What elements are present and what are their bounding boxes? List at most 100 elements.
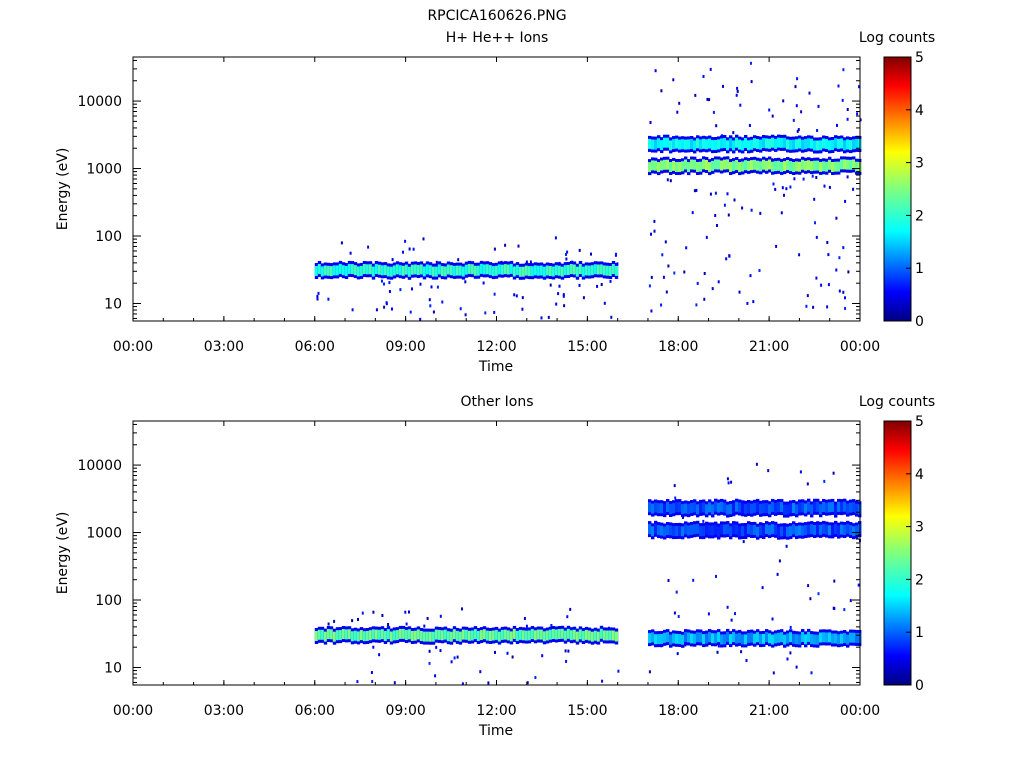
- band-cell: [572, 264, 577, 275]
- scatter-point: [662, 275, 665, 279]
- band-cell: [473, 629, 478, 640]
- band-cell: [506, 630, 511, 641]
- band-cell: [440, 266, 445, 277]
- band-cell: [410, 264, 415, 275]
- band-cell: [389, 266, 394, 277]
- band-cell: [729, 634, 733, 645]
- band-cell: [413, 264, 418, 275]
- band-cell: [557, 265, 562, 276]
- x-axis-label: Time: [478, 359, 513, 375]
- band-cell: [822, 523, 826, 534]
- scatter-point: [672, 78, 675, 82]
- band-cell: [810, 504, 814, 515]
- scatter-point: [859, 118, 862, 122]
- scatter-point: [459, 307, 462, 311]
- scatter-point: [615, 252, 617, 256]
- band-cell: [780, 502, 784, 513]
- band-cell: [699, 502, 703, 513]
- band-cell: [684, 632, 688, 643]
- band-cell: [368, 264, 373, 275]
- band-cell: [449, 265, 454, 276]
- scatter-point: [823, 184, 826, 188]
- band-cell: [726, 504, 730, 515]
- band-cell: [813, 634, 817, 645]
- band-cell: [828, 159, 832, 170]
- band-cell: [681, 526, 685, 537]
- band-cell: [702, 138, 706, 149]
- scatter-point: [381, 614, 384, 617]
- band-cell: [711, 160, 715, 171]
- band-cell: [648, 524, 652, 535]
- band-cell: [455, 265, 460, 276]
- band-cell: [666, 159, 670, 170]
- scatter-point: [767, 469, 770, 473]
- band-cell: [669, 525, 673, 536]
- band-cell: [798, 502, 802, 513]
- band-cell: [843, 525, 847, 535]
- scatter-point: [715, 574, 717, 578]
- band-cell: [380, 265, 385, 276]
- band-cell: [831, 162, 835, 172]
- band-cell: [750, 632, 754, 643]
- band-cell: [611, 630, 616, 641]
- band-cell: [651, 526, 655, 537]
- scatter-point: [387, 623, 390, 626]
- scatter-point: [521, 307, 524, 311]
- scatter-point: [419, 317, 422, 321]
- colorbar-tick-label: 2: [915, 572, 924, 588]
- band-cell: [723, 138, 727, 148]
- band-cell: [828, 502, 832, 513]
- band-cell: [777, 526, 781, 537]
- band-cell: [500, 264, 505, 275]
- band-cell: [467, 263, 472, 274]
- band-cell: [675, 162, 679, 172]
- band-cell: [657, 503, 661, 514]
- band-cell: [759, 161, 763, 172]
- band-cell: [852, 502, 856, 513]
- band-cell: [660, 503, 664, 514]
- band-cell: [741, 140, 745, 151]
- scatter-point: [691, 211, 694, 215]
- scatter-point: [748, 124, 751, 127]
- band-cell: [813, 140, 817, 151]
- scatter-point: [408, 247, 411, 251]
- band-cell: [831, 525, 835, 536]
- band-cell: [792, 139, 796, 150]
- band-cell: [774, 161, 778, 172]
- scatter-point: [419, 282, 422, 286]
- band-cell: [672, 503, 676, 514]
- scatter-point: [812, 305, 815, 309]
- band-cell: [530, 629, 535, 639]
- band-cell: [545, 630, 550, 641]
- scatter-point: [609, 279, 612, 283]
- band-cell: [756, 632, 760, 643]
- colorbar-tick-label: 2: [915, 208, 924, 224]
- scatter-point: [715, 124, 718, 128]
- band-cell: [395, 264, 400, 275]
- scatter-point: [676, 652, 679, 656]
- band-cell: [473, 265, 478, 276]
- scatter-point: [349, 251, 352, 255]
- band-cell: [515, 265, 520, 276]
- band-cell: [536, 629, 541, 640]
- scatter-point: [665, 290, 668, 294]
- scatter-point: [504, 243, 507, 247]
- band-cell: [819, 140, 823, 151]
- band-cell: [729, 162, 733, 172]
- scatter-point: [782, 99, 785, 103]
- band-cell: [575, 266, 580, 277]
- band-cell: [536, 265, 541, 276]
- band-cell: [795, 526, 799, 536]
- scatter-point: [673, 271, 676, 275]
- band-cell: [816, 524, 820, 535]
- band-cell: [398, 265, 403, 276]
- band-cell: [705, 633, 709, 644]
- band-cell: [846, 503, 850, 514]
- scatter-point: [547, 315, 550, 319]
- band-cell: [798, 138, 802, 149]
- scatter-point: [696, 281, 699, 285]
- scatter-point: [716, 224, 718, 227]
- scatter-point: [515, 294, 518, 298]
- band-cell: [551, 629, 556, 639]
- scatter-point: [771, 617, 774, 621]
